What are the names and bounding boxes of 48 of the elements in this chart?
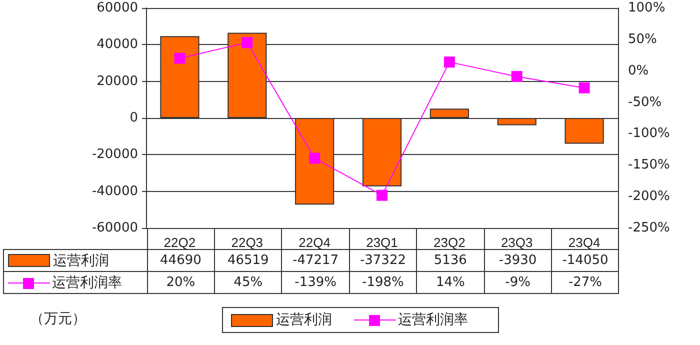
point <box>174 52 186 64</box>
x-tick-label: 23Q1 <box>366 235 398 250</box>
data-label: 14% <box>416 272 484 294</box>
legend-label: 运营利润率 <box>52 274 122 290</box>
y2-tick-label: -100% <box>628 126 670 142</box>
point <box>511 71 522 82</box>
data-label: -47217 <box>282 250 350 272</box>
data-label: -3930 <box>484 250 552 272</box>
point <box>242 37 253 48</box>
text: （万元） <box>30 310 86 328</box>
x-tick-label: 23Q2 <box>434 235 466 250</box>
y-tick-label: 20000 <box>96 74 138 89</box>
data-label: -27% <box>552 272 619 294</box>
data-label: -37322 <box>349 250 417 272</box>
y2-tick-label: -250% <box>628 220 670 236</box>
y2-tick-label: -200% <box>628 189 670 204</box>
data-label: 44690 <box>147 250 214 272</box>
x-tick-label: 22Q4 <box>298 235 330 250</box>
x-tick-label: 22Q2 <box>164 235 196 250</box>
data-label: -9% <box>484 272 552 294</box>
data-label: -139% <box>282 272 350 294</box>
point <box>578 82 590 94</box>
data-label: 5136 <box>416 250 484 272</box>
x-tick-label: 23Q4 <box>568 235 600 250</box>
text: 运营利润 <box>276 312 332 328</box>
data-label: 46519 <box>214 250 282 272</box>
legend-label: 运营利润 <box>53 252 109 268</box>
y-tick-label: -60000 <box>92 220 138 236</box>
point <box>444 56 455 68</box>
x-tick-label: 22Q3 <box>231 235 264 250</box>
y-tick-label: 60000 <box>96 0 138 16</box>
y2-tick-label: -50% <box>628 94 662 110</box>
y-tick-label: -20000 <box>92 147 138 162</box>
data-label: 20% <box>147 272 214 294</box>
point <box>309 152 320 164</box>
point <box>376 190 388 201</box>
y-tick-label: 40000 <box>96 37 138 52</box>
y2-tick-label: 50% <box>628 32 657 47</box>
y2-tick-label: -150% <box>628 158 670 173</box>
y2-tick-label: 100% <box>628 0 666 16</box>
x-tick-label: 23Q3 <box>500 235 533 250</box>
y-tick-label: -40000 <box>92 184 138 199</box>
data-label: -14050 <box>552 250 619 272</box>
y2-tick-label: 0% <box>628 63 649 78</box>
data-label: -198% <box>349 272 417 294</box>
data-label: 45% <box>214 272 282 294</box>
text: 运营利润率 <box>398 312 468 328</box>
y-tick-label: 0 <box>130 110 138 126</box>
